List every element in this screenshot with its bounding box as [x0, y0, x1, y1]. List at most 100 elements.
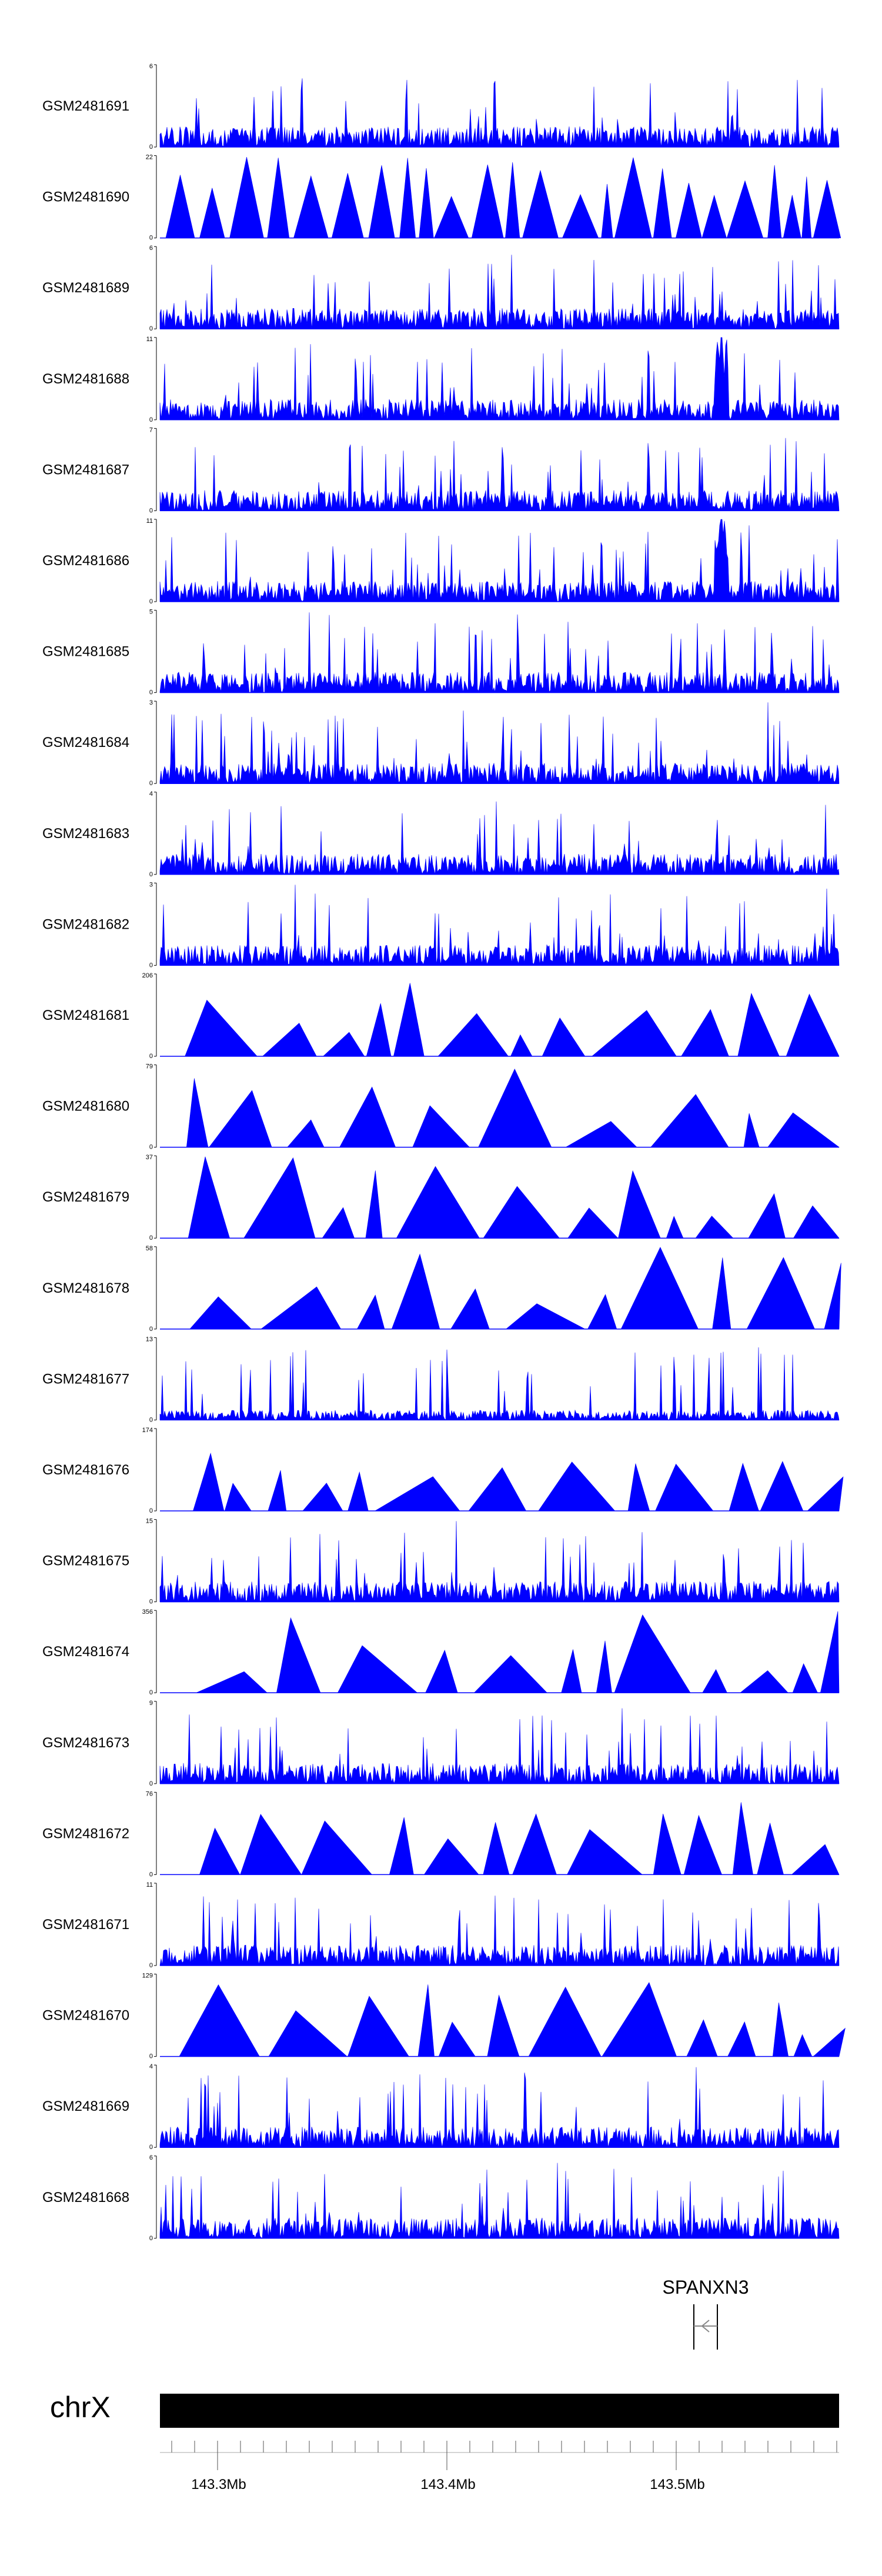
coverage-area	[159, 1347, 840, 1421]
chromosome-label: chrX	[50, 2391, 111, 2424]
track-GSM2481679: GSM2481679 37 0	[42, 1154, 840, 1242]
coverage-area	[159, 612, 840, 693]
track-label: GSM2481688	[42, 371, 129, 387]
genome-axis: 143.3Mb 143.4Mb 143.5Mb	[160, 2441, 839, 2492]
y-max-label: 6	[149, 2154, 153, 2161]
coverage-tracks: GSM248169160GSM2481690220GSM248168960GSM…	[42, 63, 846, 2242]
coverage-area	[159, 2067, 840, 2148]
track-GSM2481688: GSM2481688 11 0	[42, 336, 840, 423]
coverage-area	[159, 519, 840, 602]
y-min-label: 0	[149, 2235, 153, 2242]
track-GSM2481676: GSM2481676 174 0	[42, 1427, 844, 1514]
track-label: GSM2481685	[42, 644, 129, 660]
coverage-area	[159, 255, 840, 330]
track-label: GSM2481674	[42, 1644, 129, 1660]
track-GSM2481670: GSM2481670 129 0	[42, 1973, 846, 2060]
coverage-area	[160, 983, 840, 1057]
y-max-label: 174	[142, 1427, 153, 1434]
track-label: GSM2481670	[42, 2008, 129, 2024]
coverage-area	[159, 438, 840, 512]
track-GSM2481677: GSM2481677 13 0	[42, 1336, 840, 1423]
axis-tick-label: 143.3Mb	[191, 2477, 246, 2492]
track-GSM2481686: GSM2481686 11 0	[42, 518, 840, 605]
y-max-label: 22	[146, 154, 153, 161]
y-min-label: 0	[149, 1871, 153, 1878]
track-GSM2481675: GSM2481675 15 0	[42, 1518, 840, 1606]
y-min-label: 0	[149, 2144, 153, 2151]
y-max-label: 356	[142, 1609, 153, 1616]
y-min-label: 0	[149, 1234, 153, 1242]
y-min-label: 0	[149, 2053, 153, 2060]
y-max-label: 11	[146, 518, 153, 525]
y-min-label: 0	[149, 1053, 153, 1060]
y-min-label: 0	[149, 325, 153, 332]
track-label: GSM2481684	[42, 735, 129, 750]
coverage-area	[159, 1521, 840, 1602]
y-max-label: 13	[146, 1336, 153, 1343]
y-max-label: 6	[149, 245, 153, 252]
track-label: GSM2481682	[42, 916, 129, 932]
coverage-area	[160, 1452, 844, 1511]
y-max-label: 15	[146, 1518, 153, 1525]
y-max-label: 5	[149, 609, 153, 616]
y-min-label: 0	[149, 1507, 153, 1514]
axis-tick-label: 143.5Mb	[650, 2477, 704, 2492]
coverage-area	[159, 702, 840, 785]
y-min-label: 0	[149, 1962, 153, 1969]
y-min-label: 0	[149, 780, 153, 787]
y-min-label: 0	[149, 1689, 153, 1696]
coverage-area	[160, 156, 841, 238]
track-label: GSM2481673	[42, 1735, 129, 1751]
track-label: GSM2481679	[42, 1189, 129, 1205]
track-GSM2481687: GSM2481687 7 0	[42, 426, 840, 514]
track-GSM2481689: GSM2481689 6 0	[42, 245, 840, 332]
coverage-area	[160, 1982, 846, 2057]
track-label: GSM2481686	[42, 553, 129, 569]
y-min-label: 0	[149, 1416, 153, 1423]
y-min-label: 0	[149, 871, 153, 878]
track-GSM2481682: GSM2481682 3 0	[42, 881, 840, 969]
track-label: GSM2481677	[42, 1371, 129, 1387]
y-max-label: 9	[149, 1700, 153, 1707]
track-label: GSM2481683	[42, 826, 129, 842]
coverage-area	[159, 1708, 840, 1784]
coverage-area	[159, 885, 840, 966]
y-max-label: 206	[142, 972, 153, 979]
y-max-label: 58	[146, 1245, 153, 1252]
track-GSM2481691: GSM2481691 6 0	[42, 63, 840, 151]
chromosome-ideogram: chrX	[50, 2391, 839, 2428]
strand-arrow-icon	[701, 2320, 710, 2333]
y-min-label: 0	[149, 1144, 153, 1151]
track-GSM2481673: GSM2481673 9 0	[42, 1700, 840, 1787]
chromosome-band	[160, 2394, 839, 2428]
track-GSM2481668: GSM2481668 6 0	[42, 2154, 840, 2242]
track-label: GSM2481687	[42, 462, 129, 478]
track-label: GSM2481668	[42, 2190, 129, 2205]
y-max-label: 4	[149, 790, 153, 798]
coverage-area	[160, 1246, 841, 1330]
y-max-label: 7	[149, 426, 153, 433]
track-GSM2481684: GSM2481684 3 0	[42, 699, 840, 787]
coverage-area	[159, 78, 840, 148]
track-label: GSM2481690	[42, 189, 129, 205]
axis-tick-label: 143.4Mb	[420, 2477, 475, 2492]
y-max-label: 6	[149, 63, 153, 70]
coverage-area	[160, 1156, 840, 1239]
y-min-label: 0	[149, 1780, 153, 1787]
track-GSM2481672: GSM2481672 76 0	[42, 1790, 840, 1878]
track-GSM2481680: GSM2481680 79 0	[42, 1063, 840, 1151]
track-GSM2481681: GSM2481681 206 0	[42, 972, 840, 1060]
y-min-label: 0	[149, 235, 153, 242]
y-min-label: 0	[149, 689, 153, 696]
track-GSM2481683: GSM2481683 4 0	[42, 790, 840, 878]
track-label: GSM2481678	[42, 1280, 129, 1296]
y-min-label: 0	[149, 1599, 153, 1606]
track-label: GSM2481669	[42, 2098, 129, 2114]
y-min-label: 0	[149, 962, 153, 969]
y-max-label: 11	[146, 1881, 153, 1888]
y-max-label: 3	[149, 699, 153, 706]
track-label: GSM2481689	[42, 280, 129, 296]
track-label: GSM2481680	[42, 1099, 129, 1115]
gene-label: SPANXN3	[662, 2277, 749, 2298]
